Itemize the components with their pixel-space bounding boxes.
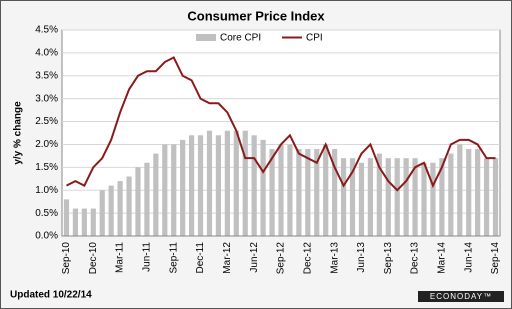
- x-tick-label: Sep-11: [168, 242, 179, 274]
- bar: [367, 158, 373, 236]
- y-tick-label: 3.0%: [35, 93, 58, 104]
- x-tick-label: Sep-13: [383, 242, 394, 275]
- bar: [385, 158, 391, 236]
- bar: [492, 158, 499, 236]
- bar: [483, 158, 490, 236]
- x-tick-label: Sep-12: [276, 242, 287, 275]
- bar: [349, 158, 356, 236]
- bar: [117, 181, 123, 236]
- y-tick-label: 3.5%: [35, 70, 58, 81]
- bar: [108, 185, 114, 236]
- bar: [466, 149, 472, 236]
- bar: [63, 199, 70, 236]
- bar: [180, 139, 186, 236]
- bar: [448, 153, 454, 236]
- legend-label: CPI: [306, 33, 323, 44]
- bar: [305, 149, 311, 236]
- bar: [197, 135, 204, 236]
- bar: [215, 135, 222, 236]
- chart-title: Consumer Price Index: [187, 8, 325, 23]
- y-tick-label: 4.5%: [35, 25, 58, 36]
- x-tick-label: Mar-14: [437, 242, 448, 274]
- bar: [323, 144, 329, 236]
- bar: [171, 144, 177, 236]
- x-tick-label: Mar-13: [329, 242, 340, 274]
- bar: [340, 158, 347, 236]
- bar: [260, 139, 266, 236]
- y-tick-label: 4.0%: [35, 48, 58, 59]
- footnote: Updated 10/22/14: [10, 290, 92, 301]
- bar: [90, 208, 96, 236]
- bar: [457, 144, 463, 236]
- bar: [296, 149, 302, 236]
- bar: [430, 162, 436, 236]
- x-tick-label: Sep-14: [490, 242, 501, 275]
- bar: [269, 149, 275, 236]
- y-tick-label: 0.0%: [35, 231, 58, 242]
- bar: [233, 130, 239, 236]
- y-tick-label: 2.5%: [35, 116, 58, 127]
- x-tick-label: Jun-12: [249, 242, 260, 273]
- bar: [135, 167, 141, 236]
- x-tick-label: Sep-10: [61, 242, 72, 275]
- bar: [126, 176, 132, 236]
- x-tick-label: Jun-14: [463, 242, 474, 273]
- bar: [403, 158, 409, 236]
- bar: [412, 158, 418, 236]
- line: [66, 56, 496, 192]
- bar: [314, 149, 320, 236]
- legend-label: Core CPI: [220, 33, 261, 44]
- bar: [439, 158, 445, 236]
- logo-box: [418, 291, 504, 302]
- x-tick-label: Jun-13: [356, 242, 367, 273]
- bar: [421, 162, 427, 236]
- bar: [72, 208, 79, 236]
- bar: [242, 130, 248, 236]
- legend-swatch: [196, 34, 216, 41]
- bar: [224, 130, 230, 236]
- bar: [358, 162, 365, 236]
- bar: [287, 144, 293, 236]
- x-tick-label: Jun-11: [142, 242, 153, 272]
- y-tick-label: 0.5%: [35, 208, 58, 219]
- bar: [475, 149, 481, 236]
- x-tick-label: Dec-10: [88, 242, 99, 275]
- y-tick-label: 1.0%: [35, 185, 58, 196]
- logo: ECONODAY™: [430, 292, 492, 301]
- bar: [206, 130, 213, 236]
- x-tick-label: Dec-12: [302, 242, 313, 275]
- bar: [189, 135, 195, 236]
- x-tick-label: Dec-13: [410, 242, 421, 275]
- bar: [99, 190, 105, 236]
- x-tick-label: Mar-12: [222, 242, 233, 274]
- y-axis-label: y/y % change: [13, 101, 24, 165]
- bar: [332, 149, 338, 236]
- bar: [251, 135, 257, 236]
- y-tick-label: 1.5%: [35, 162, 58, 173]
- bar: [153, 153, 159, 236]
- y-tick-label: 2.0%: [35, 139, 58, 150]
- bar: [81, 208, 87, 236]
- bar: [144, 162, 150, 236]
- bar: [394, 158, 400, 236]
- x-tick-label: Mar-11: [115, 242, 126, 273]
- bar: [376, 153, 382, 236]
- bar: [162, 144, 168, 236]
- x-tick-label: Dec-11: [195, 242, 206, 274]
- bar: [278, 144, 284, 236]
